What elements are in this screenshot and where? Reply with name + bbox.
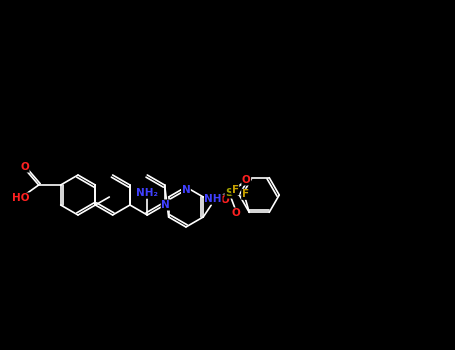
Text: NH₂: NH₂ xyxy=(136,188,158,198)
Text: N: N xyxy=(182,185,190,195)
Text: N: N xyxy=(161,200,170,210)
Text: F: F xyxy=(242,189,249,199)
Text: O: O xyxy=(20,162,29,172)
Text: F: F xyxy=(232,185,239,195)
Text: HO: HO xyxy=(12,193,30,203)
Text: O: O xyxy=(232,208,241,218)
Text: NH: NH xyxy=(204,194,222,204)
Text: O: O xyxy=(221,195,230,205)
Text: O: O xyxy=(242,175,251,185)
Text: S: S xyxy=(225,188,233,198)
